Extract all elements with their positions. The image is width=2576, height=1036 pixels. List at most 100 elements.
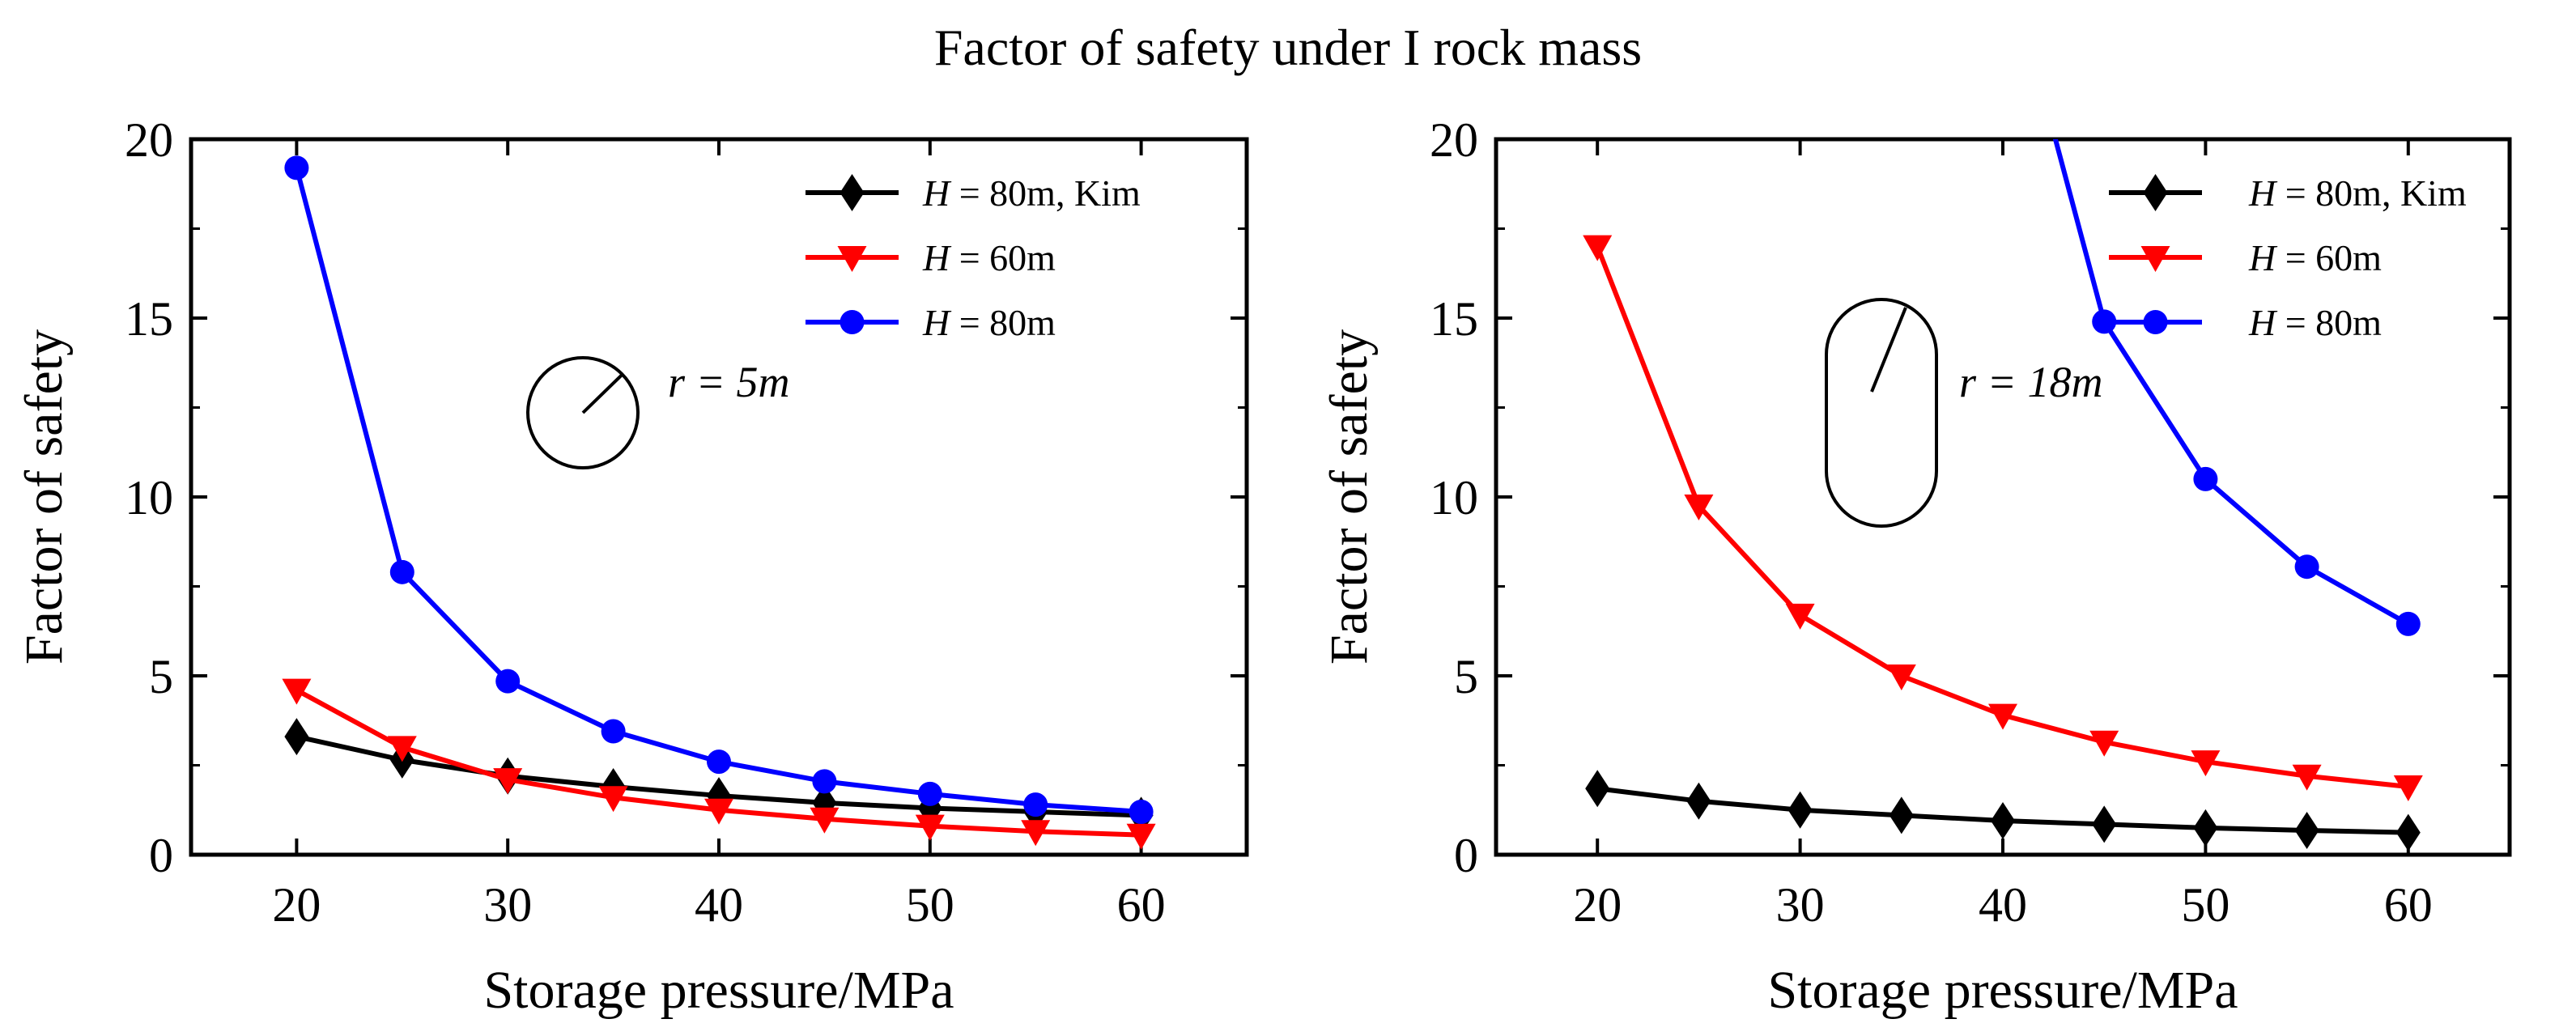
- legend-rest: = 80m: [950, 302, 1056, 343]
- series-1-point: [2292, 764, 2322, 791]
- legend-marker: [2143, 174, 2168, 211]
- x-tick-label: 20: [272, 878, 321, 932]
- series-1-point: [1785, 603, 1815, 630]
- series-2-point: [495, 669, 521, 694]
- series-2-point: [2193, 466, 2218, 491]
- legend-rest: = 60m: [950, 237, 1056, 278]
- x-tick-label: 40: [1979, 878, 2027, 932]
- radius-annotation: r = 5m: [668, 358, 789, 406]
- series-1-point: [1126, 823, 1156, 850]
- geometry-annotation: r = 18m: [1825, 298, 2102, 528]
- radius-annotation: r = 18m: [1959, 358, 2102, 406]
- legend-entry: H = 80m, Kim: [922, 172, 1141, 214]
- x-tick-label: 20: [1573, 878, 1622, 932]
- series-1-point: [387, 736, 417, 762]
- series-2-point: [389, 559, 414, 584]
- series-1-point: [810, 807, 840, 834]
- series-0-point: [1787, 791, 1813, 829]
- series-2-point: [1023, 792, 1048, 817]
- series-2-point: [707, 749, 731, 775]
- series-1-point: [1583, 235, 1613, 261]
- series-0-point: [284, 718, 309, 756]
- series-0-point: [2294, 811, 2319, 849]
- radius-line: [581, 372, 624, 414]
- legend-marker: [840, 310, 865, 334]
- y-tick-label: 20: [1430, 113, 1478, 167]
- series-2-point: [1129, 799, 1154, 824]
- circle-cavern-icon: [526, 356, 640, 469]
- y-tick-label: 5: [1454, 650, 1478, 703]
- legend-var: H: [2248, 172, 2278, 214]
- series-0-point: [2395, 813, 2421, 851]
- x-tick-label: 30: [483, 878, 532, 932]
- x-tick-label: 30: [1776, 878, 1825, 932]
- left-chart-panel: 20 30 40 50 60 0 5 10 15 20 Storage pressure/MPa Fa…: [15, 113, 1249, 1020]
- legend-rest: = 60m: [2276, 237, 2382, 278]
- series-1-point: [704, 798, 733, 825]
- x-tick-label: 60: [1117, 878, 1166, 932]
- series-1-point: [598, 786, 628, 813]
- legend-entry: H = 60m: [922, 237, 1056, 278]
- legend-var: H: [2248, 302, 2278, 343]
- legend-rest: = 80m, Kim: [950, 172, 1141, 214]
- x-axis-label: Storage pressure/MPa: [483, 961, 954, 1020]
- x-tick-label: 50: [906, 878, 954, 932]
- series-1-point: [2089, 730, 2119, 757]
- x-tick-label: 40: [695, 878, 743, 932]
- legend-var: H: [922, 302, 952, 343]
- legend-var: H: [922, 237, 952, 278]
- y-tick-label: 10: [125, 471, 173, 524]
- series-2-point: [2294, 554, 2319, 580]
- series-0-point: [1889, 796, 1914, 834]
- y-tick-label: 15: [1430, 292, 1478, 346]
- series-1-point: [493, 768, 523, 795]
- legend-marker: [2140, 246, 2170, 272]
- x-tick-label: 60: [2384, 878, 2433, 932]
- legend-var: H: [922, 172, 952, 214]
- series-2-point: [2395, 611, 2421, 636]
- legend-rest: = 80m, Kim: [2276, 172, 2467, 214]
- series-0-point: [1585, 770, 1610, 808]
- series-group: [1583, 139, 2423, 851]
- series-0-point: [2092, 805, 2117, 843]
- series-1-point: [1021, 820, 1051, 847]
- series-1-point: [915, 814, 945, 841]
- y-tick-label: 0: [149, 829, 173, 882]
- series-1-point: [1684, 495, 1714, 521]
- right-chart-panel: 20 30 40 50 60 0 5 10 15 20 Storage pressure/MPa Fa…: [1320, 113, 2512, 1020]
- legend-marker: [837, 246, 867, 272]
- series-2-point: [2092, 309, 2117, 334]
- series-2-point: [601, 719, 626, 744]
- legend-marker: [840, 174, 865, 211]
- y-tick-label: 0: [1454, 829, 1478, 882]
- legend-entry: H = 80m: [922, 302, 1056, 343]
- series-0-point: [1991, 802, 2015, 840]
- y-tick-label: 5: [149, 650, 173, 703]
- x-tick-label: 50: [2181, 878, 2230, 932]
- radius-line: [1870, 307, 1907, 393]
- legend-rest: = 80m: [2276, 302, 2382, 343]
- y-tick-label: 10: [1430, 471, 1478, 524]
- series-1-point: [1886, 664, 1916, 690]
- series-1-point: [2191, 750, 2221, 777]
- y-axis-label: Factor of safety: [15, 329, 74, 664]
- series-2-point: [917, 781, 942, 806]
- series-group: [282, 155, 1156, 850]
- y-tick-label: 15: [125, 292, 173, 346]
- series-1-point: [282, 678, 312, 705]
- series-2-point: [812, 769, 837, 794]
- y-axis-label: Factor of safety: [1320, 329, 1379, 664]
- legend-var: H: [2248, 237, 2278, 278]
- geometry-annotation: r = 5m: [526, 356, 789, 469]
- x-axis-label: Storage pressure/MPa: [1767, 961, 2238, 1020]
- series-1-point: [1988, 703, 2017, 730]
- legend-entry: H = 80m, Kim: [2248, 172, 2467, 214]
- legend-entry: H = 80m: [2248, 302, 2382, 343]
- series-0-point: [1686, 782, 1711, 820]
- figure-title: Factor of safety under I rock mass: [934, 19, 1642, 76]
- capsule-cavern-icon: [1825, 298, 1938, 528]
- y-tick-label: 20: [125, 113, 173, 167]
